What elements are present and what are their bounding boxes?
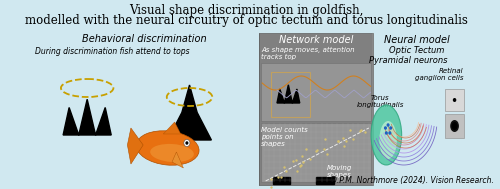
Text: Network model: Network model	[279, 35, 353, 45]
Point	[276, 175, 284, 178]
Polygon shape	[128, 128, 143, 164]
Ellipse shape	[384, 126, 387, 130]
Text: Behavioral discrimination: Behavioral discrimination	[82, 34, 206, 44]
Ellipse shape	[186, 141, 188, 145]
Point	[306, 157, 314, 160]
Text: During discrimination fish attend to tops: During discrimination fish attend to top…	[34, 47, 190, 56]
Point	[313, 148, 321, 151]
Ellipse shape	[385, 131, 388, 135]
Text: Neural model: Neural model	[384, 35, 450, 45]
Text: Visual shape discrimination in goldfish,: Visual shape discrimination in goldfish,	[129, 4, 364, 17]
Point	[334, 140, 342, 143]
Polygon shape	[164, 122, 181, 134]
Polygon shape	[172, 152, 184, 168]
Point	[342, 140, 350, 143]
Point	[320, 148, 328, 151]
Text: modelled with the neural circuitry of optic tectum and torus longitudinalis: modelled with the neural circuitry of op…	[25, 14, 468, 27]
Ellipse shape	[184, 139, 190, 146]
Ellipse shape	[389, 126, 392, 130]
Point	[356, 130, 364, 133]
Text: Torus
longitudinalis: Torus longitudinalis	[356, 95, 404, 108]
Point	[274, 176, 282, 179]
Polygon shape	[277, 85, 299, 103]
Point	[358, 129, 366, 132]
Point	[267, 185, 275, 188]
Point	[292, 159, 300, 162]
Text: As shape moves, attention
tracks top: As shape moves, attention tracks top	[261, 47, 355, 60]
Ellipse shape	[371, 105, 402, 165]
FancyBboxPatch shape	[260, 33, 373, 185]
Point	[312, 149, 320, 152]
Point	[340, 144, 347, 147]
Ellipse shape	[453, 124, 456, 128]
Point	[334, 139, 342, 143]
Text: Retinal
ganglion cells: Retinal ganglion cells	[415, 68, 464, 81]
Point	[324, 153, 332, 156]
FancyBboxPatch shape	[261, 63, 372, 121]
Polygon shape	[63, 99, 111, 135]
FancyBboxPatch shape	[316, 177, 334, 184]
Point	[350, 138, 358, 141]
Polygon shape	[168, 85, 212, 140]
Text: Pyramidal neurons: Pyramidal neurons	[369, 56, 448, 65]
FancyBboxPatch shape	[272, 177, 290, 184]
Point	[289, 160, 297, 163]
Point	[360, 130, 368, 133]
Point	[346, 129, 354, 132]
Ellipse shape	[388, 131, 392, 135]
FancyBboxPatch shape	[445, 89, 464, 111]
Ellipse shape	[386, 123, 390, 127]
Point	[296, 164, 304, 167]
Ellipse shape	[136, 131, 199, 165]
Point	[299, 160, 307, 163]
Point	[298, 155, 306, 158]
Text: D.P.M. Northmore (2024). Vision Research.: D.P.M. Northmore (2024). Vision Research…	[331, 176, 494, 185]
Point	[339, 137, 347, 140]
Text: Optic Tectum: Optic Tectum	[390, 46, 444, 55]
Ellipse shape	[380, 121, 397, 159]
Point	[293, 169, 301, 172]
Ellipse shape	[453, 98, 456, 102]
Point	[267, 177, 275, 180]
Ellipse shape	[452, 122, 458, 130]
Text: Model counts
points on
shapes: Model counts points on shapes	[261, 127, 308, 147]
Point	[282, 170, 290, 173]
Point	[298, 164, 306, 167]
FancyBboxPatch shape	[261, 123, 372, 182]
Ellipse shape	[450, 120, 459, 132]
Ellipse shape	[150, 144, 194, 162]
Point	[321, 138, 329, 141]
Text: Moving
shapes: Moving shapes	[327, 165, 352, 178]
FancyBboxPatch shape	[445, 114, 464, 138]
Point	[280, 165, 288, 168]
Point	[302, 148, 310, 151]
